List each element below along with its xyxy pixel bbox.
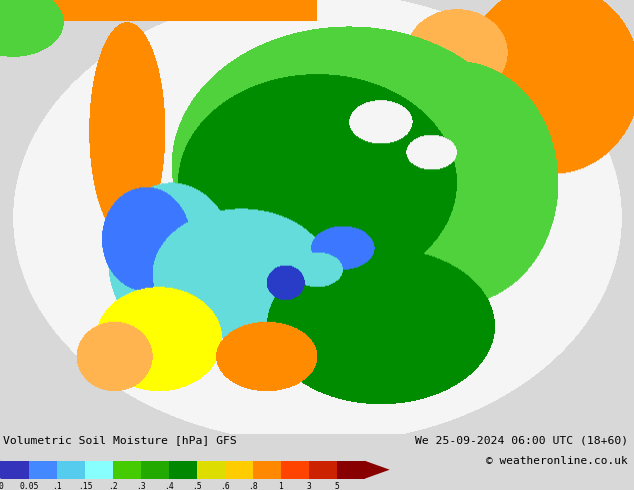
Bar (253, 461, 281, 479)
Text: © weatheronline.co.uk: © weatheronline.co.uk (486, 456, 628, 466)
Text: 0: 0 (0, 482, 4, 490)
Text: Volumetric Soil Moisture [hPa] GFS: Volumetric Soil Moisture [hPa] GFS (3, 435, 237, 445)
Bar (337, 461, 365, 479)
Text: .2: .2 (108, 482, 118, 490)
Bar (141, 461, 169, 479)
Bar (85, 461, 113, 479)
Bar (29, 461, 57, 479)
Polygon shape (0, 461, 1, 479)
Bar (281, 461, 309, 479)
Text: .6: .6 (220, 482, 230, 490)
Text: .5: .5 (192, 482, 202, 490)
Text: 1: 1 (278, 482, 283, 490)
Bar (225, 461, 253, 479)
Bar (1, 461, 29, 479)
Text: 0.05: 0.05 (20, 482, 39, 490)
Bar (197, 461, 225, 479)
Text: 5: 5 (334, 482, 339, 490)
Text: We 25-09-2024 06:00 UTC (18+60): We 25-09-2024 06:00 UTC (18+60) (415, 435, 628, 445)
Text: .15: .15 (78, 482, 93, 490)
Text: .8: .8 (248, 482, 257, 490)
Text: .4: .4 (164, 482, 174, 490)
Bar (113, 461, 141, 479)
Text: 3: 3 (306, 482, 311, 490)
Text: .1: .1 (52, 482, 62, 490)
Bar (169, 461, 197, 479)
Bar (309, 461, 337, 479)
Polygon shape (365, 461, 390, 479)
Bar (57, 461, 85, 479)
Text: .3: .3 (136, 482, 146, 490)
